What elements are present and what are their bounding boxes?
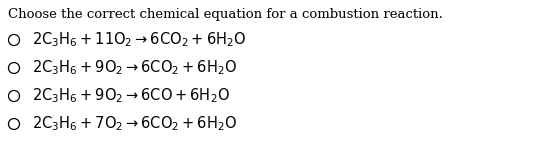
Circle shape	[8, 90, 20, 102]
Text: $2\mathrm{C_3H_6} + 7\mathrm{O_2} \rightarrow 6\mathrm{CO_2} + 6\mathrm{H_2O}$: $2\mathrm{C_3H_6} + 7\mathrm{O_2} \right…	[32, 115, 237, 133]
Circle shape	[8, 119, 20, 130]
Text: Choose the correct chemical equation for a combustion reaction.: Choose the correct chemical equation for…	[8, 8, 443, 21]
Text: $2\mathrm{C_3H_6} + 9\mathrm{O_2} \rightarrow 6\mathrm{CO} + 6\mathrm{H_2O}$: $2\mathrm{C_3H_6} + 9\mathrm{O_2} \right…	[32, 87, 229, 105]
Text: $2\mathrm{C_3H_6} + 11\mathrm{O_2} \rightarrow 6\mathrm{CO_2} + 6\mathrm{H_2O}$: $2\mathrm{C_3H_6} + 11\mathrm{O_2} \righ…	[32, 31, 246, 49]
Circle shape	[8, 62, 20, 74]
Circle shape	[8, 34, 20, 45]
Text: $2\mathrm{C_3H_6} + 9\mathrm{O_2} \rightarrow 6\mathrm{CO_2} + 6\mathrm{H_2O}$: $2\mathrm{C_3H_6} + 9\mathrm{O_2} \right…	[32, 59, 237, 77]
